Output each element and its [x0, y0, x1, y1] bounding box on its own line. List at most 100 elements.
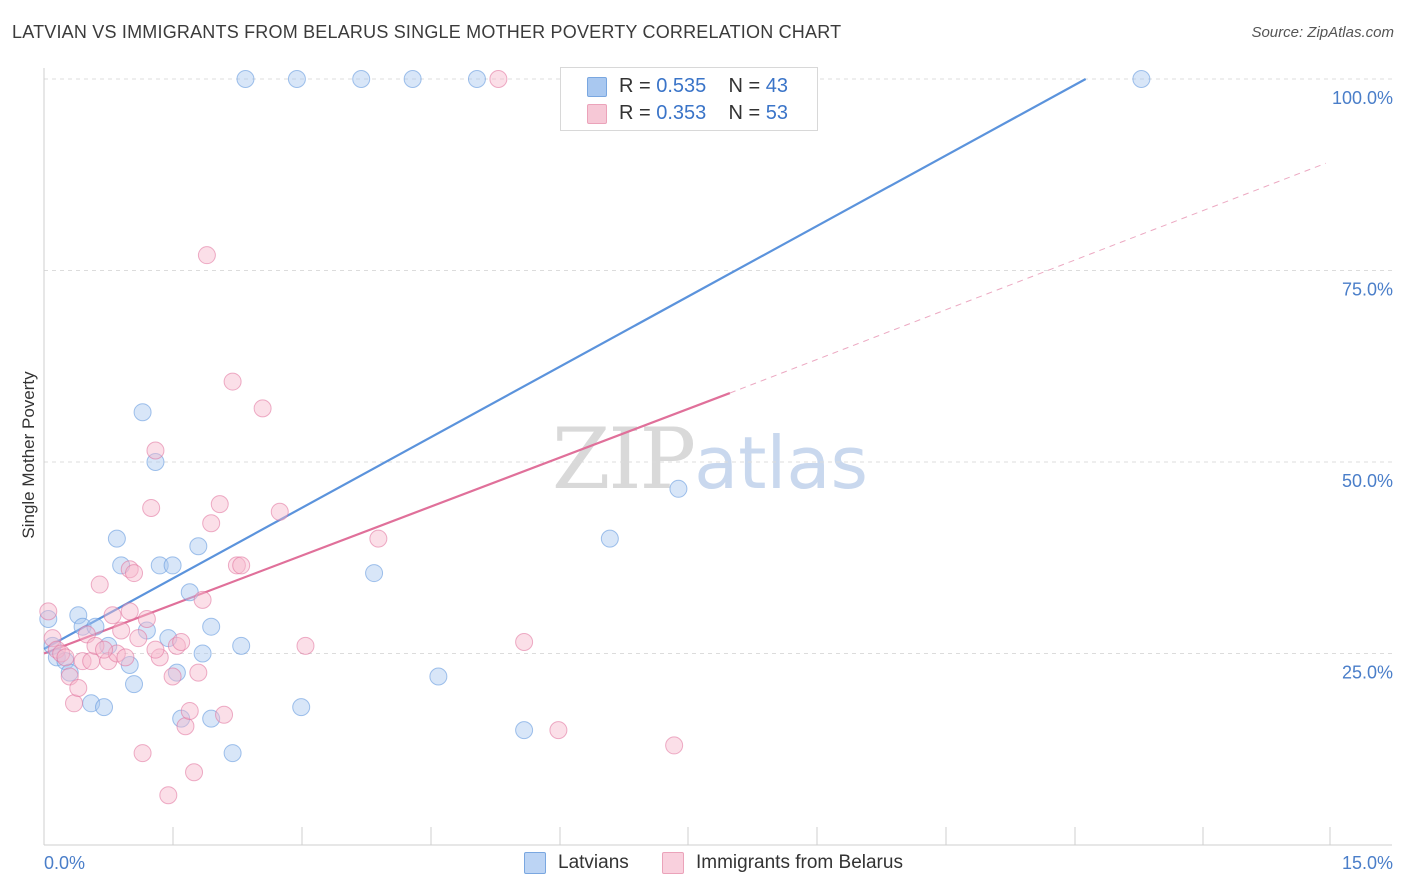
y-axis-label: Single Mother Poverty — [19, 371, 38, 539]
point-latvians — [150, 556, 169, 575]
point-belarus — [86, 636, 105, 655]
watermark: ZIPatlas — [552, 410, 868, 508]
point-belarus — [159, 786, 178, 805]
legend-r-label: R = — [619, 74, 651, 97]
point-latvians — [107, 529, 126, 548]
point-belarus — [172, 633, 191, 652]
point-latvians — [236, 70, 255, 88]
point-belarus — [163, 667, 182, 686]
point-latvians — [287, 70, 306, 88]
point-latvians — [600, 529, 619, 548]
point-latvians — [515, 721, 534, 740]
point-latvians — [69, 606, 88, 625]
y-tick-label: 25.0% — [1342, 663, 1393, 683]
point-belarus — [103, 606, 122, 625]
y-tick-label: 50.0% — [1342, 471, 1393, 491]
legend-swatch-latvians — [524, 852, 546, 874]
legend-n-label: N = — [728, 101, 761, 124]
series-legend: Latvians Immigrants from Belarus — [0, 850, 1406, 880]
axes — [43, 68, 1392, 846]
point-latvians — [223, 744, 242, 763]
legend-row-latvians: R = 0.535 N = 43 — [619, 73, 788, 99]
legend-row-belarus: R = 0.353 N = 53 — [619, 100, 788, 126]
legend-item-latvians: Latvians — [524, 852, 629, 874]
trend-line-latvians — [43, 78, 1087, 650]
point-belarus — [296, 636, 315, 655]
point-belarus — [69, 678, 88, 697]
point-belarus — [369, 529, 388, 548]
point-latvians — [232, 636, 251, 655]
point-latvians — [125, 675, 144, 694]
point-belarus — [146, 441, 165, 460]
point-belarus — [253, 399, 272, 418]
tick-labels: 25.0% 50.0% 75.0% 100.0% 0.0% 15.0% — [44, 88, 1393, 873]
point-latvians — [95, 698, 114, 717]
point-latvians — [1132, 70, 1151, 88]
point-belarus — [90, 575, 109, 594]
point-latvians — [467, 70, 486, 88]
point-belarus — [137, 610, 156, 629]
point-belarus — [223, 372, 242, 391]
legend-n-value: 43 — [765, 74, 789, 97]
point-belarus — [489, 70, 508, 88]
point-belarus — [56, 648, 75, 667]
chart-title: LATVIAN VS IMMIGRANTS FROM BELARUS SINGL… — [12, 22, 842, 42]
point-belarus — [180, 701, 199, 720]
watermark-zip: ZIP — [552, 410, 696, 508]
point-latvians — [429, 667, 448, 686]
point-belarus — [270, 502, 289, 521]
point-belarus — [210, 495, 229, 514]
legend-item-belarus: Immigrants from Belarus — [662, 852, 903, 874]
legend-label-belarus: Immigrants from Belarus — [696, 852, 903, 873]
trend-lines — [43, 78, 1326, 655]
point-belarus — [202, 514, 221, 533]
legend-r-label: R = — [619, 101, 651, 124]
point-belarus — [95, 640, 114, 659]
legend-r-value: 0.353 — [656, 101, 707, 124]
legend-n-value: 53 — [765, 101, 789, 124]
point-latvians — [133, 403, 152, 422]
x-tick-label: 0.0% — [44, 853, 85, 873]
point-belarus — [232, 556, 251, 575]
point-latvians — [365, 564, 384, 583]
point-belarus — [215, 705, 234, 724]
point-belarus — [515, 633, 534, 652]
legend-label-latvians: Latvians — [558, 852, 629, 873]
point-latvians — [403, 70, 422, 88]
legend-r-value: 0.535 — [656, 74, 707, 97]
point-belarus — [43, 629, 62, 648]
point-latvians — [189, 537, 208, 556]
point-belarus — [176, 717, 195, 736]
point-belarus — [665, 736, 684, 755]
legend-swatch-latvians — [587, 77, 607, 97]
point-latvians — [669, 479, 688, 498]
point-belarus — [129, 629, 148, 648]
watermark-atlas: atlas — [694, 421, 869, 505]
point-belarus — [142, 498, 161, 517]
point-belarus — [185, 763, 204, 782]
trend-line-belarus — [43, 392, 731, 655]
point-latvians — [202, 617, 221, 636]
point-belarus — [146, 640, 165, 659]
point-belarus — [133, 744, 152, 763]
legend-swatch-belarus — [587, 104, 607, 124]
point-belarus — [39, 602, 58, 621]
correlation-legend: R = 0.535 N = 43 R = 0.353 N = 53 — [560, 67, 818, 131]
y-tick-label: 75.0% — [1342, 280, 1393, 300]
point-belarus — [112, 621, 131, 640]
point-belarus — [116, 648, 135, 667]
point-belarus — [125, 564, 144, 583]
legend-swatch-belarus — [662, 852, 684, 874]
x-tick-label: 15.0% — [1342, 853, 1393, 873]
point-belarus — [65, 694, 84, 713]
point-belarus — [227, 556, 246, 575]
point-latvians — [292, 698, 311, 717]
point-latvians — [352, 70, 371, 88]
chart-source: Source: ZipAtlas.com — [1251, 24, 1394, 41]
point-latvians — [39, 610, 58, 629]
point-belarus — [549, 721, 568, 740]
y-tick-label: 100.0% — [1332, 88, 1393, 108]
point-belarus — [197, 246, 216, 265]
point-latvians — [193, 644, 212, 663]
